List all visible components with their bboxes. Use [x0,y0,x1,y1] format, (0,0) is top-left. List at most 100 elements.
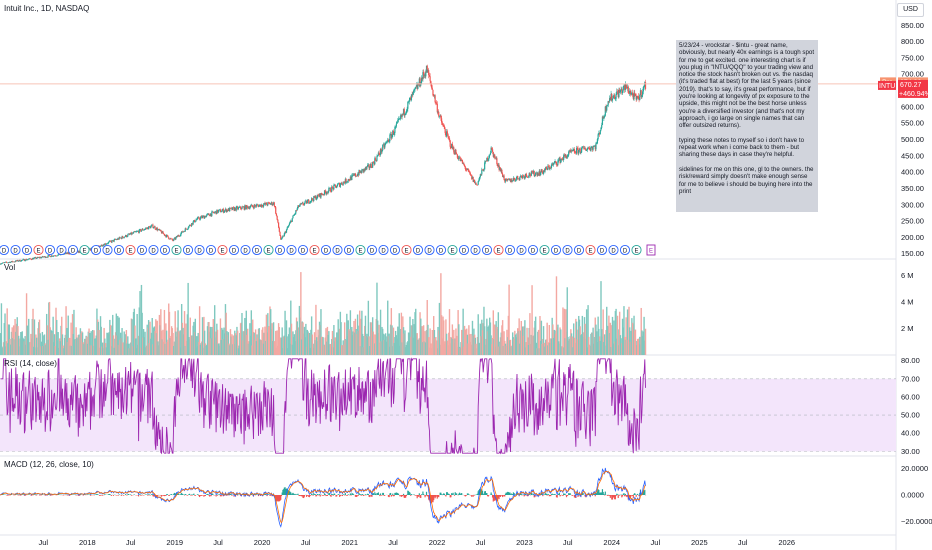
candle-body [448,138,451,141]
macd-histogram-bar [407,490,409,495]
candle-body [59,254,61,256]
macd-histogram-bar [313,494,316,495]
candle-body [438,116,441,117]
candle-body [311,198,313,202]
candle-body [204,216,206,218]
macd-histogram-bar [211,493,213,495]
candle-body [200,216,202,218]
candle-body [507,178,509,180]
candle-body [350,176,352,180]
macd-histogram-bar [530,493,532,495]
macd-histogram-bar [346,495,348,496]
volume-bar [585,338,587,355]
macd-histogram-bar [490,492,492,495]
marker-circle [125,244,136,256]
volume-bar [141,312,143,355]
volume-bar [280,337,283,355]
candle-body [66,252,69,254]
candle-body [191,223,194,225]
volume-bar [461,343,464,355]
candle-body [260,204,262,207]
volume-bar [554,330,556,355]
volume-bar [132,312,135,355]
candle-body [288,225,290,227]
candle-body [484,162,486,170]
candle-body [600,127,602,131]
macd-histogram-bar [460,493,462,495]
volume-bar [104,343,107,355]
volume-bar [540,320,543,355]
volume-bar [92,345,95,355]
candle-body [540,169,543,173]
marker-letter: D [59,249,64,255]
volume-bar [621,343,623,355]
volume-bar [609,322,612,355]
candle-body [137,231,139,232]
macd-histogram-bar [606,495,609,496]
candle-body [314,196,316,198]
macd-histogram-bar [405,495,408,497]
volume-bar [349,310,352,355]
volume-bar [93,330,95,355]
volume-bar [406,342,408,355]
macd-histogram-bar [145,494,147,495]
candle-body [221,210,223,212]
candle-body [404,113,406,116]
volume-bar [607,326,609,355]
volume-bar [520,321,522,355]
volume-bar [615,308,617,355]
macd-histogram-bar [318,494,321,495]
candle-body [326,192,328,194]
candle-body [449,140,451,147]
macd-histogram-bar [643,490,645,495]
dividend-marker-icon: D [90,244,102,256]
volume-bar [66,327,68,355]
idea-note: 5/23/24 - vrockstar - $intu - great name… [676,40,818,212]
volume-bar [593,336,596,355]
candle-body [491,147,493,150]
candle-body [471,176,474,180]
volume-bar [372,331,375,355]
volume-bar [632,324,635,355]
volume-bar [314,340,316,355]
marker-circle [550,244,562,256]
candle-body [621,89,623,94]
candle-body [565,154,567,157]
currency-button[interactable]: USD [897,3,924,17]
macd-histogram-bar [483,494,485,495]
volume-bar [536,348,538,355]
macd-histogram-bar [486,495,489,497]
candle-body [198,217,200,219]
marker-letter: D [163,249,168,255]
volume-bar [245,310,247,355]
macd-histogram-bar [625,495,627,497]
price-tick-label: 500.00 [901,135,924,144]
macd-tick-label: 0.0000 [901,491,924,500]
candle-body [290,220,292,222]
dividend-marker-icon: D [148,244,159,256]
volume-bar [117,315,119,355]
volume-bar [140,347,142,355]
macd-histogram-bar [316,495,318,497]
macd-histogram-bar [109,494,111,495]
volume-bar [543,342,545,355]
volume-bar [231,334,233,355]
candle-body [596,143,598,144]
volume-bar [555,333,557,355]
macd-histogram-bar [130,495,133,496]
volume-bar [348,329,350,355]
volume-bar [376,320,379,355]
dividend-marker-icon: D [286,244,297,256]
volume-bar [464,329,466,355]
volume-bar [491,344,493,355]
marker-letter: E [220,249,224,255]
marker-letter: D [255,249,260,255]
volume-bar [524,320,526,355]
candle-body [626,88,628,89]
candle-body [580,152,582,154]
volume-bar [301,321,303,355]
volume-bar [17,326,19,355]
macd-histogram-bar [452,492,454,495]
candle-body [608,101,610,102]
